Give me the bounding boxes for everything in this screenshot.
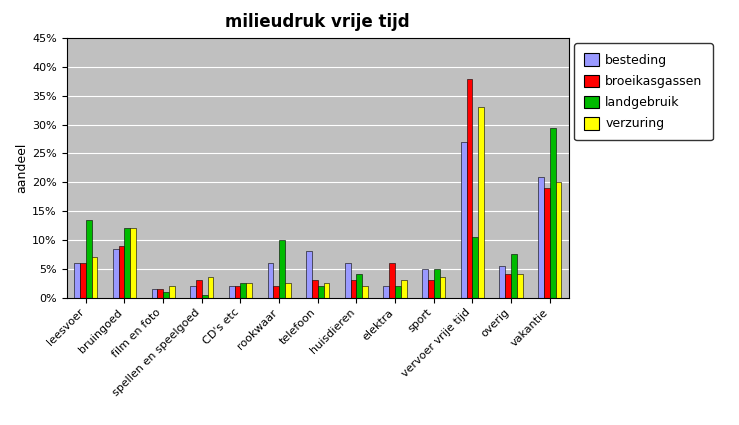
Bar xyxy=(157,289,163,297)
Bar xyxy=(428,280,434,297)
Bar xyxy=(318,286,324,298)
Bar xyxy=(273,286,279,298)
Bar xyxy=(119,246,124,298)
Title: milieudruk vrije tijd: milieudruk vrije tijd xyxy=(225,13,410,31)
Bar xyxy=(306,252,312,298)
Bar xyxy=(517,275,522,298)
Bar xyxy=(163,292,169,297)
Bar xyxy=(151,289,157,297)
Bar xyxy=(505,275,511,298)
Bar xyxy=(246,283,252,298)
Bar xyxy=(130,228,136,298)
Bar xyxy=(235,286,240,298)
Bar xyxy=(434,269,440,298)
Bar xyxy=(356,275,362,298)
Bar xyxy=(279,240,285,298)
Bar xyxy=(466,79,472,298)
Bar xyxy=(362,286,368,298)
Bar xyxy=(345,263,350,298)
Bar xyxy=(169,286,174,298)
Bar xyxy=(92,257,98,298)
Bar xyxy=(196,280,202,297)
Bar xyxy=(440,278,446,298)
Bar xyxy=(478,108,484,298)
Bar xyxy=(312,280,318,297)
Bar xyxy=(285,283,290,298)
Bar xyxy=(324,283,330,298)
Bar xyxy=(550,128,556,298)
Bar xyxy=(240,283,246,298)
Bar xyxy=(500,266,505,298)
Bar xyxy=(544,188,550,298)
Bar xyxy=(538,176,544,298)
Bar xyxy=(190,286,196,298)
Bar xyxy=(208,278,214,298)
Bar xyxy=(395,286,401,298)
Bar xyxy=(384,286,389,298)
Bar xyxy=(80,263,86,298)
Bar xyxy=(74,263,80,298)
Bar xyxy=(124,228,130,298)
Legend: besteding, broeikasgassen, landgebruik, verzuring: besteding, broeikasgassen, landgebruik, … xyxy=(574,43,712,140)
Bar xyxy=(86,220,92,298)
Bar xyxy=(350,280,356,297)
Bar xyxy=(472,237,478,298)
Bar xyxy=(202,295,208,298)
Bar xyxy=(422,269,428,298)
Bar xyxy=(113,249,119,297)
Bar xyxy=(556,182,562,298)
Bar xyxy=(268,263,273,298)
Bar xyxy=(401,280,406,297)
Bar xyxy=(461,142,466,298)
Bar xyxy=(389,263,395,298)
Bar xyxy=(511,254,517,298)
Bar xyxy=(229,286,235,298)
Y-axis label: aandeel: aandeel xyxy=(15,143,28,193)
